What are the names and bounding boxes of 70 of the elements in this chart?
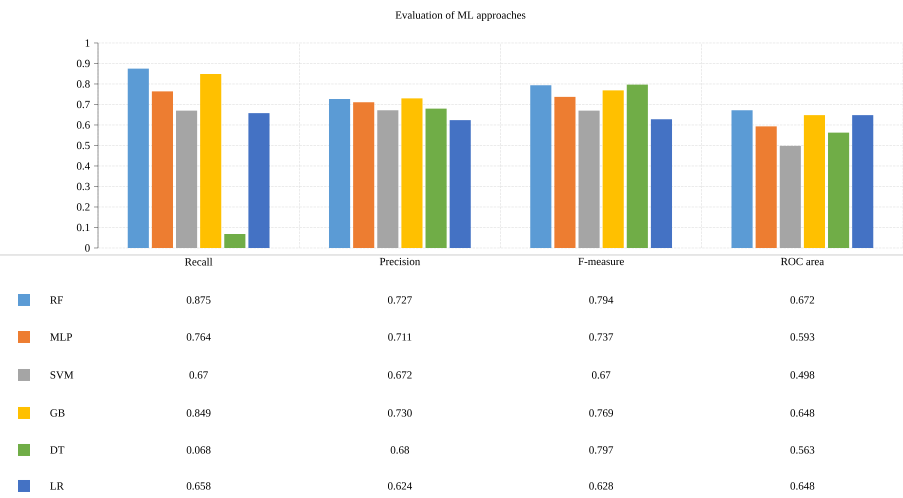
bar <box>731 110 753 248</box>
bar <box>152 91 174 248</box>
data-label: 0.672 <box>388 371 412 379</box>
x-tick-label: F-measure <box>578 258 624 266</box>
data-label: 0.727 <box>388 296 412 304</box>
y-tick-label: 0 <box>85 244 90 252</box>
data-label: 0.624 <box>388 482 412 490</box>
y-tick-label: 0.4 <box>76 162 90 170</box>
bar <box>176 110 198 248</box>
legend-label: SVM <box>50 371 74 379</box>
bar <box>128 68 149 248</box>
bar <box>401 98 423 248</box>
data-label: 0.769 <box>589 409 614 417</box>
y-tick-label: 1 <box>86 39 90 47</box>
bar <box>530 85 552 248</box>
y-tick-label: 0.9 <box>76 60 90 68</box>
x-tick-label: ROC area <box>780 258 824 266</box>
bar <box>450 120 471 248</box>
legend-label: LR <box>50 482 64 490</box>
bar <box>248 113 270 248</box>
bar <box>804 115 826 248</box>
data-label: 0.658 <box>186 482 211 490</box>
data-label: 0.737 <box>589 333 614 341</box>
bar <box>377 110 398 248</box>
y-tick-label: 0.3 <box>76 182 90 190</box>
legend-label: MLP <box>50 333 72 341</box>
data-label: 0.068 <box>186 446 211 454</box>
data-label: 0.648 <box>790 482 814 490</box>
legend-label: RF <box>50 296 63 304</box>
bar <box>780 146 801 248</box>
bar <box>626 84 648 248</box>
x-tick-label: Recall <box>184 258 212 266</box>
data-label: 0.764 <box>186 333 211 341</box>
x-tick-label: Precision <box>380 258 420 266</box>
data-label: 0.797 <box>589 446 614 454</box>
data-label: 0.67 <box>592 371 610 379</box>
data-label: 0.730 <box>388 409 412 417</box>
bar <box>224 234 246 248</box>
bar <box>328 98 350 248</box>
data-label: 0.498 <box>790 371 814 379</box>
bar <box>852 115 874 248</box>
data-label: 0.711 <box>388 333 412 341</box>
legend-label: GB <box>50 409 65 417</box>
bar <box>828 132 850 248</box>
y-tick-label: 0.6 <box>76 121 90 129</box>
data-label: 0.68 <box>390 446 410 454</box>
legend-label: DT <box>50 446 64 454</box>
data-label: 0.563 <box>790 446 814 454</box>
data-label: 0.593 <box>790 333 814 341</box>
y-tick-label: 0.7 <box>76 100 90 108</box>
y-tick-label: 0.1 <box>76 224 90 232</box>
bar <box>554 96 576 248</box>
data-label: 0.794 <box>589 296 614 304</box>
bar <box>353 102 374 248</box>
bar <box>756 126 777 248</box>
bar <box>602 90 624 248</box>
bar <box>426 108 447 248</box>
y-tick-label: 0.5 <box>76 142 90 150</box>
y-tick-label: 0.2 <box>76 203 90 211</box>
data-label: 0.672 <box>790 296 814 304</box>
data-label: 0.67 <box>189 371 208 379</box>
data-label: 0.849 <box>186 409 211 417</box>
data-label: 0.648 <box>790 409 814 417</box>
y-tick-label: 0.8 <box>76 80 90 88</box>
chart-title: Evaluation of ML approaches <box>396 10 526 22</box>
data-label: 0.875 <box>186 296 211 304</box>
bar <box>200 74 222 248</box>
bar <box>650 119 672 248</box>
bar <box>578 110 600 248</box>
data-label: 0.628 <box>589 482 614 490</box>
